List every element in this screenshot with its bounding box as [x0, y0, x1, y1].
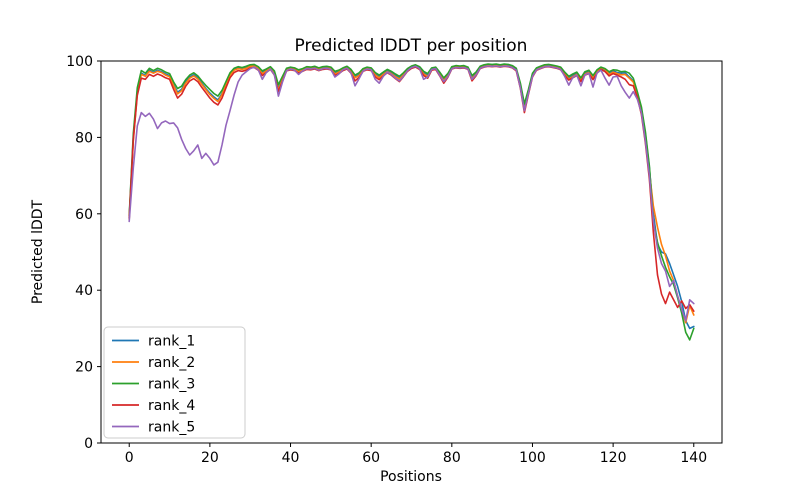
x-tick-label: 0 [125, 450, 134, 466]
series-line-rank_1 [128, 64, 695, 330]
x-tick-label: 120 [600, 450, 627, 466]
x-axis-ticks: 0 20 40 60 80 100 120 140 [125, 443, 707, 466]
series-lines [128, 63, 695, 341]
y-axis-ticks: 0 20 40 60 80 100 [66, 54, 101, 452]
x-tick-label: 140 [680, 450, 707, 466]
y-axis-label: Predicted lDDT [30, 199, 46, 304]
legend-box [103, 326, 246, 439]
y-tick-label: 20 [75, 360, 93, 376]
legend-label-rank_5: rank_5 [148, 420, 195, 436]
y-tick-label: 100 [66, 54, 93, 70]
y-tick-label: 60 [75, 207, 93, 223]
series-line-rank_3 [128, 63, 695, 341]
x-tick-label: 60 [362, 450, 380, 466]
x-tick-label: 80 [443, 450, 461, 466]
legend-label-rank_4: rank_4 [148, 398, 195, 414]
series-line-rank_2 [128, 64, 695, 324]
y-tick-label: 0 [84, 436, 93, 452]
legend-label-rank_1: rank_1 [148, 334, 195, 350]
x-tick-label: 100 [519, 450, 546, 466]
y-tick-label: 40 [75, 283, 93, 299]
legend: rank_1 rank_2 rank_3 rank_4 rank_5 [103, 326, 246, 439]
y-tick-label: 80 [75, 130, 93, 146]
series-line-rank_4 [128, 65, 695, 313]
chart-title: Predicted lDDT per position [295, 36, 528, 56]
plot-border [100, 60, 723, 444]
x-axis-label: Positions [380, 469, 442, 485]
x-tick-label: 20 [201, 450, 219, 466]
legend-label-rank_2: rank_2 [148, 355, 195, 371]
legend-label-rank_3: rank_3 [148, 377, 195, 393]
series-line-rank_5 [128, 65, 695, 322]
x-tick-label: 40 [282, 450, 300, 466]
